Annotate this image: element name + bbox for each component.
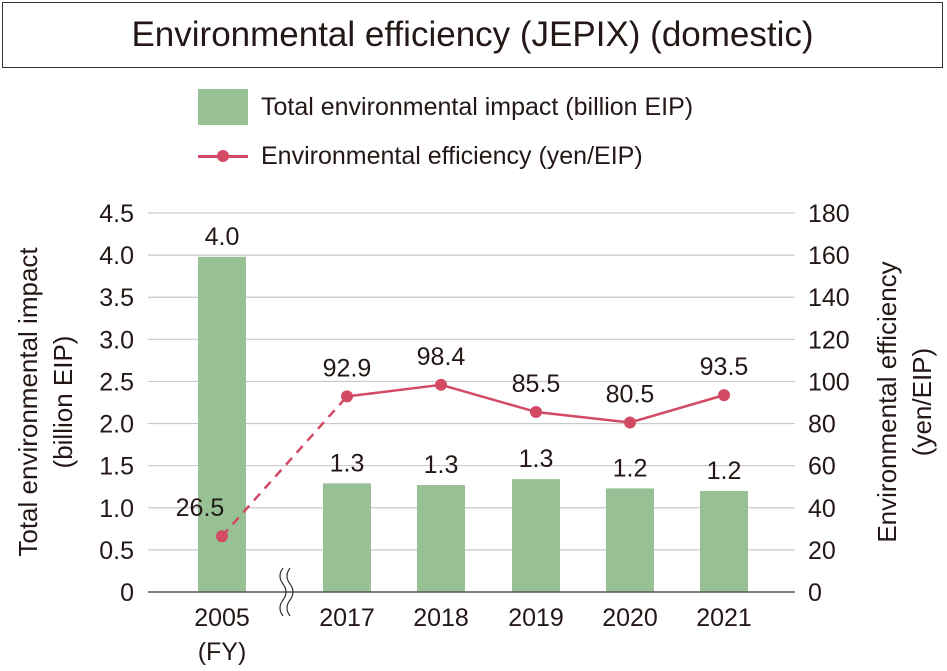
bar-data-label: 1.3 bbox=[330, 449, 365, 477]
bar-data-label: 1.2 bbox=[613, 454, 648, 482]
y-left-tick-label: 2.0 bbox=[99, 411, 134, 439]
x-tick-label: 2005 bbox=[194, 604, 250, 632]
y-right-tick-label: 160 bbox=[808, 242, 850, 270]
line-data-label: 80.5 bbox=[606, 381, 655, 409]
legend-item-line: Environmental efficiency (yen/EIP) bbox=[198, 138, 643, 174]
x-tick-label: 2020 bbox=[602, 604, 658, 632]
bar bbox=[512, 479, 560, 592]
legend-swatch-bar bbox=[198, 89, 248, 125]
x-tick-label: 2021 bbox=[696, 604, 752, 632]
chart-title: Environmental efficiency (JEPIX) (domest… bbox=[2, 2, 943, 68]
x-unit-label: (FY) bbox=[198, 638, 247, 666]
line-segment bbox=[535, 410, 631, 424]
y-left-tick-label: 0 bbox=[120, 579, 134, 607]
line-point bbox=[530, 405, 542, 418]
line-point bbox=[435, 378, 447, 391]
line-point bbox=[624, 416, 636, 429]
y-right-tick-label: 0 bbox=[808, 579, 822, 607]
y-right-tick-label: 80 bbox=[808, 411, 836, 439]
line-point bbox=[341, 390, 353, 403]
y-right-axis-title: Environmental efficiency bbox=[872, 261, 902, 542]
line-point bbox=[216, 530, 228, 543]
y-left-tick-label: 4.0 bbox=[99, 242, 134, 270]
line-segment bbox=[346, 383, 442, 398]
y-right-tick-label: 100 bbox=[808, 368, 850, 396]
bar-data-label: 1.2 bbox=[707, 457, 742, 485]
line-data-label: 98.4 bbox=[417, 343, 466, 371]
bar-data-label: 1.3 bbox=[519, 445, 554, 473]
y-right-tick-label: 20 bbox=[808, 537, 836, 565]
legend-item-bar: Total environmental impact (billion EIP) bbox=[198, 89, 693, 125]
line-segment bbox=[629, 393, 725, 424]
line-data-label: 26.5 bbox=[176, 494, 225, 522]
bar bbox=[417, 485, 465, 592]
y-left-tick-label: 3.5 bbox=[99, 284, 134, 312]
bar-data-label: 4.0 bbox=[205, 223, 240, 251]
y-left-tick-label: 2.5 bbox=[99, 368, 134, 396]
y-right-tick-label: 120 bbox=[808, 326, 850, 354]
y-right-axis-title-unit: (yen/EIP) bbox=[907, 348, 937, 456]
y-left-tick-label: 1.0 bbox=[99, 495, 134, 523]
axis-break-mark bbox=[279, 567, 287, 617]
axis-break-mark bbox=[286, 567, 294, 617]
bar bbox=[606, 488, 654, 592]
x-tick-label: 2018 bbox=[413, 604, 469, 632]
x-tick-label: 2019 bbox=[508, 604, 564, 632]
bar-data-label: 1.3 bbox=[424, 451, 459, 479]
y-left-tick-label: 1.5 bbox=[99, 453, 134, 481]
y-left-axis-title: Total environmental impact bbox=[13, 247, 43, 557]
y-left-tick-label: 3.0 bbox=[99, 326, 134, 354]
bar bbox=[323, 483, 371, 592]
legend-swatch-line bbox=[198, 138, 248, 174]
bar bbox=[700, 490, 748, 592]
y-right-tick-label: 140 bbox=[808, 284, 850, 312]
y-right-tick-label: 180 bbox=[808, 200, 850, 228]
y-left-tick-label: 4.5 bbox=[99, 200, 134, 228]
x-tick-label: 2017 bbox=[319, 604, 375, 632]
y-left-tick-label: 0.5 bbox=[99, 537, 134, 565]
line-data-label: 92.9 bbox=[323, 354, 372, 382]
line-data-label: 85.5 bbox=[512, 370, 561, 398]
y-left-axis-title-unit: (billion EIP) bbox=[48, 336, 78, 469]
y-right-tick-label: 40 bbox=[808, 495, 836, 523]
legend-label-bar: Total environmental impact (billion EIP) bbox=[261, 92, 694, 121]
legend-label-line: Environmental efficiency (yen/EIP) bbox=[261, 141, 643, 170]
line-segment bbox=[440, 383, 537, 414]
y-right-tick-label: 60 bbox=[808, 453, 836, 481]
line-point bbox=[718, 389, 730, 402]
line-data-label: 93.5 bbox=[700, 353, 749, 381]
